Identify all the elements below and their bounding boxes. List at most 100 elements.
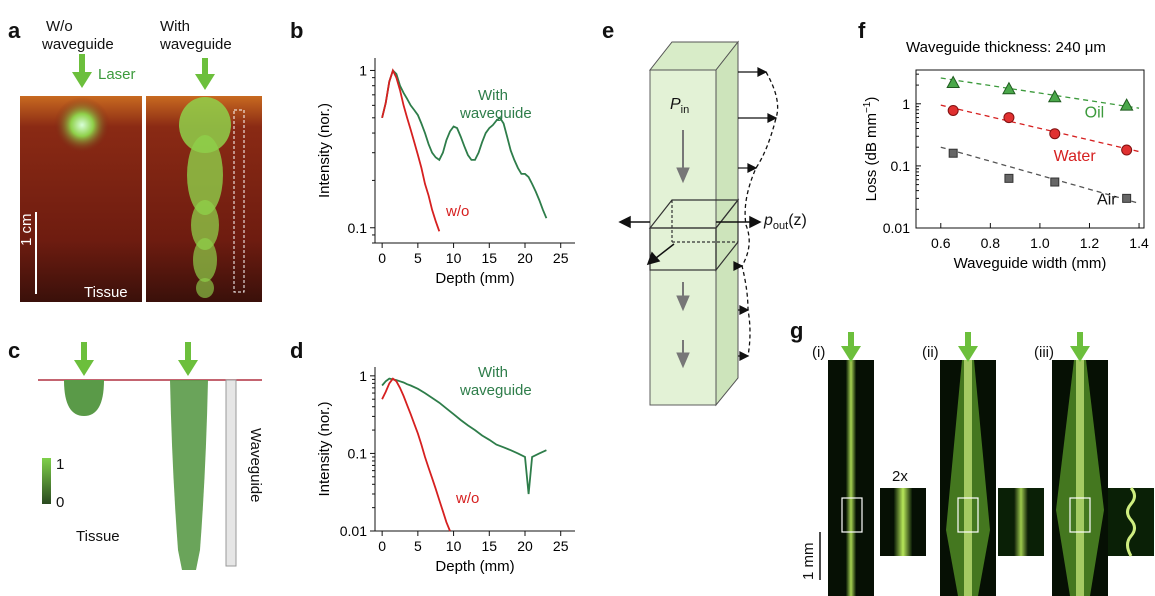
panel-c-tissue-blob bbox=[64, 380, 104, 416]
x-tick-label: 0.6 bbox=[931, 235, 951, 251]
point-oil bbox=[946, 75, 961, 89]
panel-e-pin-main: P bbox=[670, 96, 681, 113]
chart-f-title: Waveguide thickness: 240 μm bbox=[906, 39, 1106, 56]
x-tick-label: 10 bbox=[446, 250, 462, 266]
panel-c-scale-max: 1 bbox=[56, 456, 65, 473]
annotation-wo: w/o bbox=[455, 490, 479, 507]
y-axis-label: Intensity (nor.) bbox=[316, 401, 333, 496]
y-tick-label: 0.1 bbox=[348, 220, 368, 236]
chart-d: 0 5 10 15 20 25 0.01 0.1 1 Depth (mm) Intensity (n… bbox=[316, 364, 575, 575]
y-tick-label: 0.01 bbox=[340, 523, 367, 539]
panel-a-left-glow bbox=[54, 97, 110, 153]
panel-c-image bbox=[38, 342, 262, 570]
fit-line-air bbox=[940, 146, 1140, 204]
x-tick-label: 5 bbox=[414, 538, 422, 554]
y-tick-label: 1 bbox=[359, 62, 367, 78]
panel-e-output-arrows bbox=[733, 67, 778, 361]
panel-letter-g: g bbox=[790, 318, 804, 343]
annotation-with: With bbox=[478, 87, 508, 104]
series-line-0 bbox=[381, 68, 548, 219]
point-oil bbox=[1002, 81, 1016, 95]
panel-g-images bbox=[819, 332, 1154, 596]
x-tick-label: 15 bbox=[481, 250, 497, 266]
panel-a-right-title-1: With bbox=[160, 18, 190, 35]
plot-frame bbox=[915, 69, 1145, 229]
x-tick-label: 5 bbox=[414, 250, 422, 266]
panel-a-left-title-2: waveguide bbox=[42, 36, 114, 53]
x-tick-label: 1.4 bbox=[1129, 235, 1149, 251]
panel-e-pout-arg: (z) bbox=[788, 212, 807, 229]
x-tick-label: 0 bbox=[378, 538, 386, 554]
panel-g-label-ii: (ii) bbox=[922, 344, 939, 361]
x-tick-label: 10 bbox=[446, 538, 462, 554]
panel-c-tissue-label: Tissue bbox=[76, 528, 120, 545]
panel-e-diag-arrow bbox=[646, 243, 675, 266]
panel-e-pin-sub: in bbox=[680, 104, 690, 117]
panel-a-left-title-1: W/o bbox=[46, 18, 73, 35]
panel-a-laser-label: Laser bbox=[98, 66, 136, 83]
y-axis-label-end: ) bbox=[863, 97, 880, 102]
panel-e-left-arrow bbox=[618, 215, 650, 229]
y-axis-label-main: Loss (dB mm bbox=[863, 113, 880, 201]
panel-e-pout-sub: out bbox=[772, 220, 789, 233]
x-tick-label: 0 bbox=[378, 250, 386, 266]
panel-c-arrow-icon-left bbox=[74, 342, 94, 376]
series-line-1 bbox=[381, 377, 451, 532]
x-tick-label: 15 bbox=[481, 538, 497, 554]
point-air bbox=[1122, 193, 1132, 203]
y-tick-label: 0.01 bbox=[883, 220, 910, 236]
panel-letter-b: b bbox=[290, 18, 304, 43]
point-air bbox=[948, 148, 958, 158]
y-axis-label-sup: −1 bbox=[862, 101, 873, 113]
panel-g-label-i: (i) bbox=[812, 344, 826, 361]
chart-b: 0 5 10 15 20 25 0.1 1 Depth (mm) Intensity (nor.)… bbox=[316, 58, 575, 287]
series-label-air: Air bbox=[1097, 191, 1117, 208]
panel-a-arrow-icon-right bbox=[195, 58, 215, 90]
panel-g-scale-label: 1 mm bbox=[800, 542, 817, 581]
series-label-water: Water bbox=[1054, 148, 1097, 165]
panel-c-colorbar bbox=[42, 458, 51, 504]
series-line-0 bbox=[381, 377, 547, 495]
fit-line-water bbox=[940, 104, 1140, 153]
annotation-with: With bbox=[478, 364, 508, 381]
y-tick-label: 1 bbox=[902, 96, 910, 112]
panel-c-waveguide-bar bbox=[225, 379, 237, 567]
x-tick-label: 25 bbox=[553, 538, 569, 554]
panel-g-arrow-icon-ii bbox=[958, 332, 978, 362]
panel-g-roi-i bbox=[841, 497, 863, 533]
panel-g-zoom-label: 2x bbox=[892, 468, 908, 485]
x-tick-label: 20 bbox=[517, 250, 533, 266]
panel-a-waveguide-outline bbox=[233, 109, 245, 293]
y-tick-label: 0.1 bbox=[891, 158, 911, 174]
panel-g-label-iii: (iii) bbox=[1034, 344, 1054, 361]
x-tick-label: 0.8 bbox=[981, 235, 1001, 251]
x-axis-label: Waveguide width (mm) bbox=[954, 255, 1107, 272]
panel-e-waveguide-block bbox=[648, 40, 740, 407]
y-tick-label: 0.1 bbox=[348, 445, 368, 461]
panel-c-waveguide-label: Waveguide bbox=[247, 428, 264, 503]
panel-letter-a: a bbox=[8, 18, 21, 43]
series-label-oil: Oil bbox=[1085, 105, 1105, 122]
panel-c-scale-min: 0 bbox=[56, 494, 65, 511]
y-axis-label: Loss (dB mm−1) bbox=[862, 97, 880, 202]
panel-e-pout-arrow bbox=[716, 215, 762, 229]
panel-a-photos bbox=[20, 54, 262, 302]
annotation-waveguide: waveguide bbox=[459, 382, 532, 399]
panel-letter-c: c bbox=[8, 338, 21, 363]
panel-letter-e: e bbox=[602, 18, 615, 43]
fit-line-oil bbox=[940, 77, 1140, 109]
panel-g-arrow-icon-i bbox=[841, 332, 861, 362]
point-air bbox=[1050, 177, 1060, 187]
panel-g-roi-iii bbox=[1069, 497, 1091, 533]
panel-a-tissue-label: Tissue bbox=[84, 284, 128, 301]
x-tick-label: 1.2 bbox=[1080, 235, 1100, 251]
point-water bbox=[1049, 128, 1061, 140]
point-air bbox=[1004, 173, 1014, 183]
annotation-wo: w/o bbox=[445, 203, 469, 220]
x-tick-label: 1.0 bbox=[1030, 235, 1050, 251]
point-water bbox=[1003, 112, 1015, 124]
panel-a-arrow-icon-left bbox=[72, 54, 92, 88]
x-tick-label: 20 bbox=[517, 538, 533, 554]
panel-g-roi-ii bbox=[957, 497, 979, 533]
panel-a-scale-label: 1 cm bbox=[18, 213, 35, 246]
